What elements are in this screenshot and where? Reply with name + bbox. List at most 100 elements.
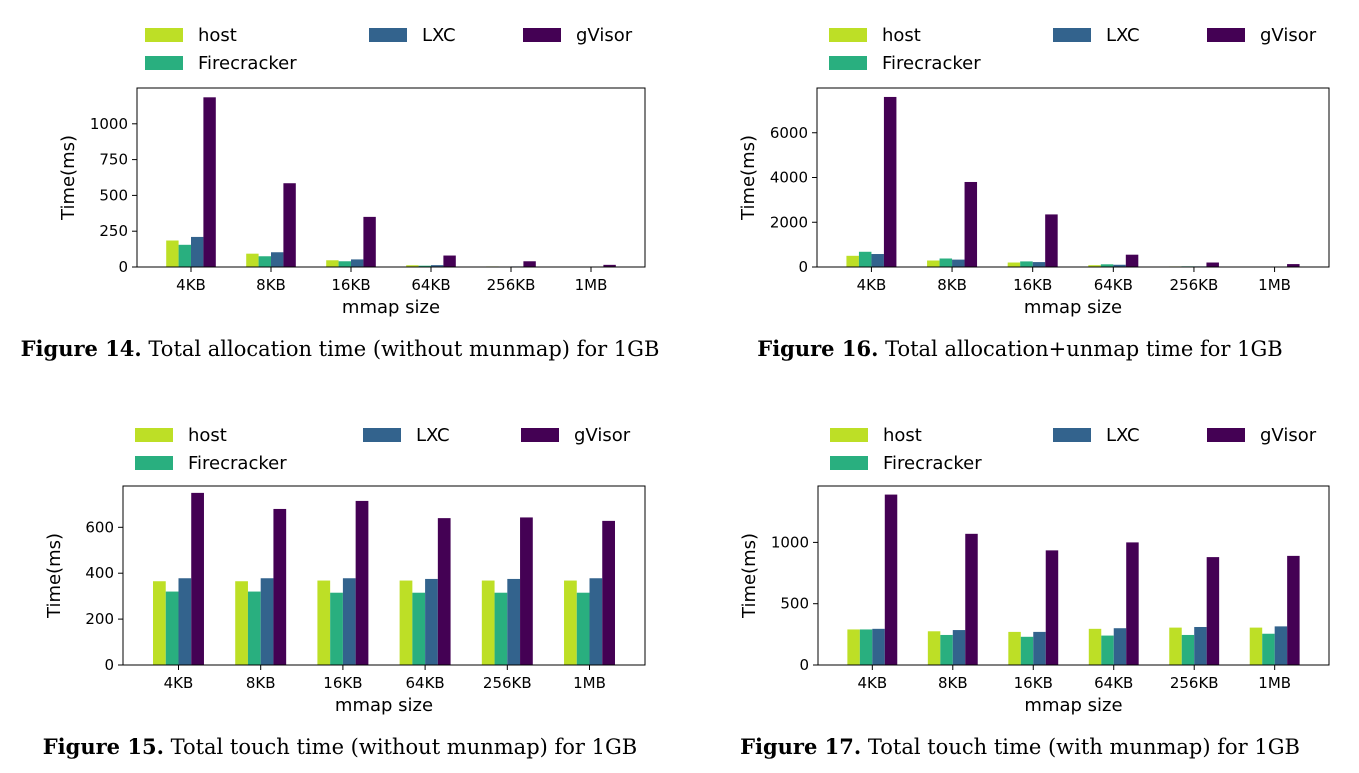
legend-label-lxc: LXC [1106,425,1140,446]
bar-gvisor-4kb [191,492,204,665]
x-tick-label: 1MB [1258,276,1291,294]
bar-lxc-64kb [1113,264,1126,267]
x-tick-label: 4KB [857,674,887,692]
x-tick-label: 4KB [857,276,887,294]
bar-firecracker-16kb [338,261,351,267]
x-tick-label: 8KB [938,674,968,692]
x-tick-label: 256KB [487,276,536,294]
y-tick-label: 6000 [770,124,808,142]
bar-lxc-16kb [1032,262,1046,267]
y-tick-label: 750 [99,151,128,169]
x-tick-label: 8KB [246,674,276,692]
bar-host-64kb [1088,265,1101,267]
legend-label-host: host [198,25,237,46]
legend-label-firecracker: Firecracker [198,53,297,74]
bar-host-16kb [1008,631,1021,665]
legend-swatch-gvisor [523,28,561,42]
legend-swatch-lxc [369,28,407,42]
x-tick-label: 8KB [256,276,286,294]
y-axis-label: Time(ms) [739,533,760,619]
figure-caption-fig15: Figure 15. Total touch time (without mun… [0,734,680,759]
bar-host-64kb [406,265,419,267]
figure-caption-text: Total allocation+unmap time for 1GB [885,337,1283,361]
legend-label-firecracker: Firecracker [882,53,981,74]
legend-label-lxc: LXC [422,25,456,46]
bar-lxc-1mb [1274,626,1288,665]
bar-firecracker-4kb [178,244,191,267]
bar-firecracker-8kb [940,634,953,665]
bar-gvisor-4kb [884,494,898,665]
bar-gvisor-256kb [523,261,536,267]
bar-firecracker-8kb [247,591,261,665]
legend-swatch-lxc [1053,428,1091,442]
bar-host-256kb [1169,627,1182,665]
bar-lxc-64kb [425,578,438,665]
x-tick-label: 16KB [331,276,370,294]
bar-firecracker-16kb [330,592,343,665]
bar-firecracker-4kb [165,591,179,665]
chart-panel-fig17: host LXC gVisor Firecracker 0 500 1000 4KB 8KB 16… [680,380,1359,770]
figure-caption-text: Total touch time (with munmap) for 1GB [867,735,1300,759]
figure-caption-fig17: Figure 17. Total touch time (with munmap… [680,734,1359,759]
bar-host-64kb [399,580,413,665]
y-tick-label: 500 [780,595,809,613]
bar-gvisor-1mb [603,264,616,267]
bar-gvisor-256kb [520,517,533,665]
legend-label-firecracker: Firecracker [188,453,287,474]
legend-label-lxc: LXC [416,425,450,446]
bar-firecracker-16kb [1020,261,1033,267]
figure-label: Figure 14. [20,336,142,361]
y-tick-label: 250 [99,222,128,240]
figure-caption-fig14: Figure 14. Total allocation time (withou… [0,336,680,361]
chart-fig16: host LXC gVisor Firecracker 0 2000 4000 6000 4KB… [738,25,1330,318]
y-tick-label: 1000 [771,533,809,551]
bar-gvisor-1mb [1287,555,1300,665]
bar-host-4kb [847,629,860,665]
bar-host-256kb [481,580,495,665]
plot-frame [122,485,646,666]
bar-host-4kb [846,255,859,267]
bar-gvisor-1mb [1287,264,1300,267]
legend-label-lxc: LXC [1106,25,1140,46]
x-tick-label: 64KB [1094,276,1133,294]
x-tick-label: 1MB [1258,674,1291,692]
bar-host-1mb [1249,627,1263,665]
x-tick-label: 256KB [1170,276,1219,294]
y-tick-label: 400 [85,564,114,582]
bar-gvisor-256kb [1206,557,1220,665]
legend-label-gvisor: gVisor [574,425,631,446]
bar-firecracker-64kb [1101,635,1114,665]
bar-host-16kb [326,260,339,267]
legend-label-firecracker: Firecracker [883,453,982,474]
bar-gvisor-16kb [1045,214,1058,267]
bar-lxc-16kb [342,578,356,665]
legend-label-host: host [883,425,922,446]
x-tick-label: 1MB [575,276,608,294]
bar-lxc-8kb [260,578,274,665]
x-tick-label: 64KB [411,276,450,294]
legend-swatch-host [135,428,173,442]
bar-gvisor-8kb [965,533,978,665]
bar-gvisor-64kb [437,518,451,665]
bar-host-8kb [246,253,259,267]
y-tick-label: 0 [118,258,128,276]
bar-gvisor-8kb [964,181,978,267]
figure-caption-text: Total allocation time (without munmap) f… [148,337,660,361]
bar-gvisor-64kb [443,255,456,267]
bar-host-4kb [166,240,179,267]
bar-host-16kb [317,580,331,665]
figure-caption-fig16: Figure 16. Total allocation+unmap time f… [680,336,1359,361]
bar-firecracker-1mb [576,592,590,665]
legend-swatch-firecracker [145,56,183,70]
legend-label-gvisor: gVisor [1260,25,1317,46]
legend-swatch-firecracker [829,56,867,70]
bar-firecracker-256kb [1181,634,1195,665]
y-axis-label: Time(ms) [738,135,759,221]
bar-firecracker-64kb [412,592,426,665]
bar-gvisor-8kb [273,508,287,665]
legend-swatch-lxc [363,428,401,442]
bar-gvisor-8kb [283,183,296,267]
bar-host-8kb [927,260,940,267]
bar-lxc-64kb [1113,628,1127,665]
chart-panel-fig15: host LXC gVisor Firecracker 0 200 400 600 4KB 8KB… [0,380,680,770]
